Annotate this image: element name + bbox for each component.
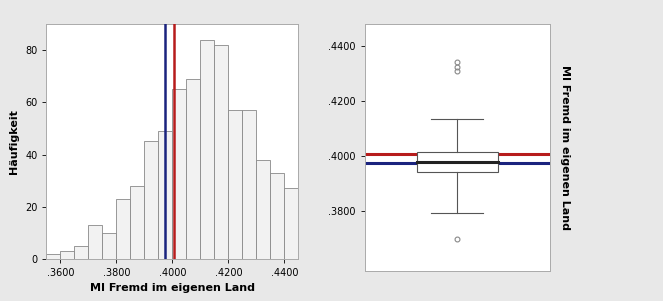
X-axis label: MI Fremd im eigenen Land: MI Fremd im eigenen Land bbox=[90, 284, 255, 293]
Bar bbox=[88, 225, 102, 259]
Bar bbox=[117, 199, 131, 259]
Bar bbox=[102, 233, 117, 259]
Bar bbox=[243, 110, 257, 259]
Bar bbox=[145, 141, 158, 259]
Bar bbox=[74, 246, 88, 259]
Bar bbox=[131, 186, 145, 259]
Bar bbox=[257, 160, 271, 259]
Bar bbox=[369, 256, 383, 259]
Bar bbox=[383, 256, 396, 259]
Bar bbox=[200, 40, 214, 259]
Bar bbox=[172, 89, 186, 259]
Y-axis label: MI Fremd im eigenen Land: MI Fremd im eigenen Land bbox=[560, 65, 570, 230]
Bar bbox=[60, 251, 74, 259]
Bar bbox=[416, 152, 499, 172]
Bar bbox=[284, 188, 298, 259]
Bar bbox=[228, 110, 243, 259]
Bar bbox=[186, 79, 200, 259]
Bar bbox=[354, 254, 369, 259]
Y-axis label: Häufigkeit: Häufigkeit bbox=[9, 109, 19, 174]
Bar bbox=[298, 204, 312, 259]
Bar bbox=[158, 131, 172, 259]
Bar bbox=[214, 45, 228, 259]
Bar bbox=[46, 254, 60, 259]
Bar bbox=[326, 225, 340, 259]
Bar bbox=[340, 248, 354, 259]
Bar bbox=[312, 217, 326, 259]
Bar bbox=[271, 173, 284, 259]
